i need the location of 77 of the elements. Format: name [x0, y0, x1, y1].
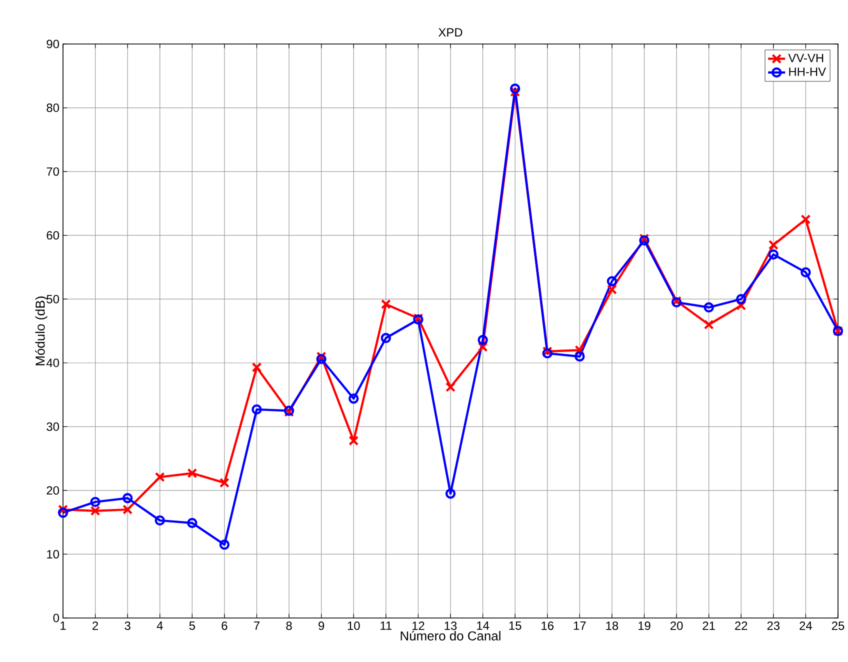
- x-tick-label: 11: [380, 622, 392, 630]
- x-tick-label: 6: [222, 622, 228, 630]
- x-tick-label: 16: [542, 622, 554, 630]
- point: [736, 300, 746, 310]
- y-tick-label: 70: [46, 167, 60, 176]
- x-tick-label: 19: [638, 622, 650, 630]
- point: [606, 276, 618, 286]
- point: [574, 345, 585, 356]
- x-tick-label: 15: [509, 622, 522, 630]
- x-tick-label: 10: [348, 622, 360, 630]
- point: [316, 352, 326, 362]
- x-tick-label: 21: [702, 622, 715, 630]
- point: [316, 354, 326, 364]
- x-tick-label: 13: [444, 622, 457, 630]
- point: [800, 214, 811, 224]
- chart-title: XPD: [438, 28, 462, 36]
- point: [348, 436, 359, 446]
- legend-label: HH-HV: [789, 68, 826, 76]
- point: [187, 518, 198, 528]
- point: [219, 540, 230, 550]
- point: [90, 506, 100, 516]
- point: [90, 496, 100, 508]
- point: [187, 468, 198, 478]
- point: [510, 86, 520, 97]
- point: [219, 478, 230, 488]
- point: [252, 404, 262, 415]
- point: [380, 332, 392, 344]
- point: [606, 284, 617, 295]
- point: [768, 249, 779, 260]
- x-tick-label: 25: [832, 622, 844, 630]
- y-tick-label: 60: [46, 231, 60, 240]
- point: [122, 493, 133, 504]
- y-tick-label: 40: [46, 358, 60, 368]
- x-tick-label: 4: [156, 622, 163, 630]
- x-tick-label: 22: [735, 622, 748, 630]
- x-axis-title: Número do Canal: [400, 630, 500, 640]
- point: [445, 488, 456, 499]
- x-tick-label: 17: [574, 622, 586, 630]
- x-tick-label: 9: [318, 622, 324, 630]
- point: [154, 515, 165, 526]
- y-axis-title: Módulo (dB): [35, 296, 48, 366]
- x-tick-label: 12: [412, 622, 424, 630]
- point: [348, 394, 359, 404]
- y-tick-label: 10: [47, 550, 60, 558]
- point: [510, 84, 520, 94]
- point: [446, 382, 456, 392]
- x-tick-label: 2: [92, 622, 98, 630]
- point: [58, 504, 68, 515]
- point: [478, 342, 488, 352]
- point: [252, 362, 262, 372]
- x-tick-label: 7: [254, 622, 260, 630]
- point: [704, 302, 714, 312]
- point: [704, 320, 714, 330]
- point: [736, 294, 746, 304]
- y-tick-label: 20: [46, 486, 60, 495]
- point: [574, 351, 585, 362]
- x-tick-label: 1: [60, 622, 66, 630]
- point: [154, 472, 165, 482]
- x-tick-label: 18: [606, 622, 618, 630]
- y-tick-label: 0: [53, 614, 60, 622]
- x-tick-label: 23: [767, 622, 780, 630]
- point: [800, 267, 811, 278]
- y-tick-label: 90: [46, 40, 60, 48]
- legend-label: VV-VH: [788, 54, 824, 62]
- y-tick-label: 30: [46, 422, 60, 431]
- x-tick-label: 3: [124, 622, 130, 630]
- x-tick-label: 8: [286, 622, 292, 630]
- point: [122, 504, 133, 515]
- x-tick-label: 5: [189, 622, 195, 630]
- x-tick-label: 20: [670, 622, 683, 630]
- x-tick-label: 24: [800, 622, 812, 630]
- y-tick-label: 80: [46, 104, 60, 112]
- point: [768, 240, 778, 250]
- y-tick-label: 50: [46, 294, 60, 304]
- point: [380, 299, 391, 310]
- x-tick-label: 14: [477, 622, 490, 630]
- point: [478, 334, 488, 346]
